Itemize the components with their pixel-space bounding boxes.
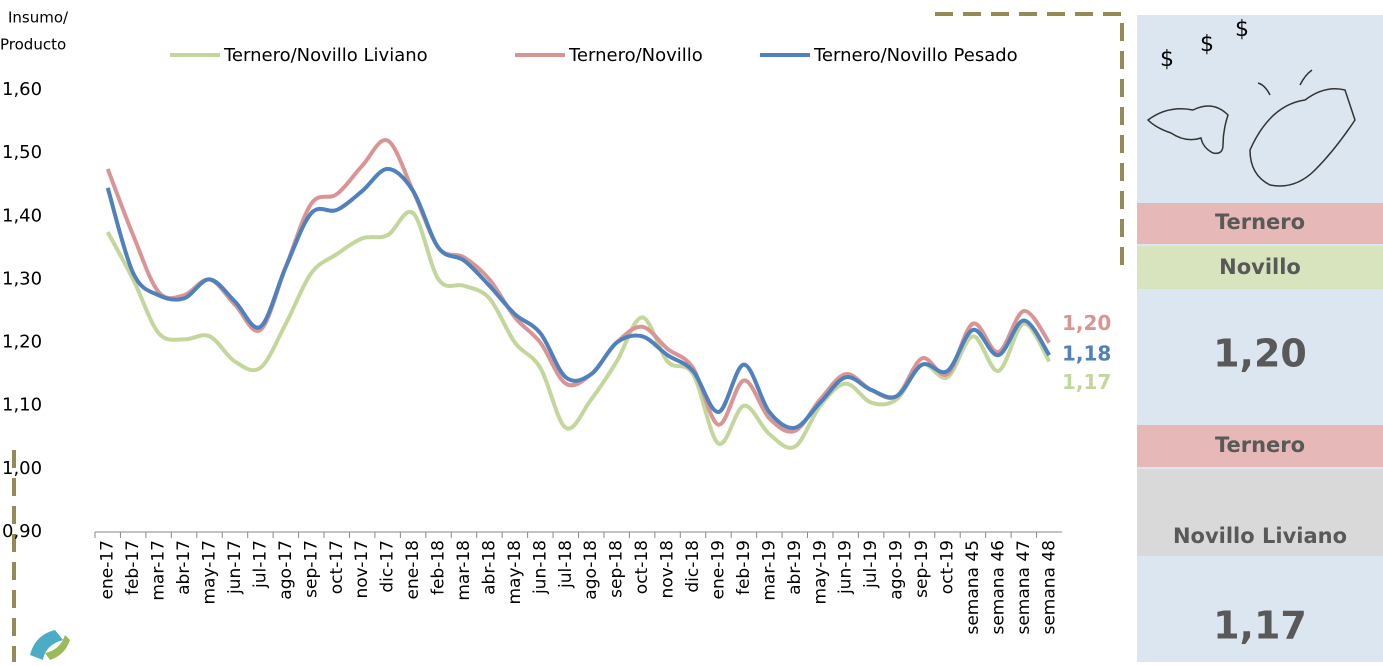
y-axis-label: Producto [0, 36, 66, 54]
value-label: 1,17 [1062, 370, 1111, 394]
legend-label: Ternero/Novillo Liviano [223, 45, 428, 66]
x-tick-label: mar-19 [759, 540, 779, 601]
x-tick-label: abr-18 [479, 540, 499, 595]
x-tick-label: semana 45 [963, 540, 983, 635]
x-tick-label: sep-19 [912, 540, 932, 598]
series-line [108, 212, 1050, 448]
y-tick-label: 1,00 [2, 458, 42, 479]
panel-label: Novillo [1219, 255, 1301, 279]
x-tick-label: dic-18 [683, 540, 703, 593]
chart: $ $ $ Insumo/ Producto Ternero Novillo 1,2… [0, 0, 1383, 662]
legend-label: Ternero/Novillo Pesado [813, 45, 1018, 66]
legend-label: Ternero/Novillo [568, 45, 703, 66]
y-tick-label: 0,90 [2, 521, 42, 542]
y-tick-label: 1,20 [2, 332, 42, 353]
x-tick-label: ene-19 [708, 540, 728, 599]
x-tick-label: jun-17 [225, 540, 245, 595]
x-tick-label: mar-18 [454, 540, 474, 601]
x-tick-label: jun-18 [530, 540, 550, 595]
x-tick-label: may-19 [810, 540, 830, 605]
x-tick-label: may-17 [200, 540, 220, 605]
x-tick-label: ago-19 [887, 540, 907, 600]
x-tick-label: sep-17 [301, 540, 321, 598]
x-tick-label: may-18 [505, 540, 525, 605]
x-tick-label: feb-17 [123, 540, 143, 595]
x-tick-label: ago-17 [276, 540, 296, 600]
y-tick-label: 1,10 [2, 395, 42, 416]
x-tick-label: nov-18 [658, 540, 678, 599]
x-tick-label: abr-19 [785, 540, 805, 595]
x-tick-label: dic-17 [378, 540, 398, 593]
value-label: 1,20 [1062, 311, 1111, 335]
panel-value: 1,20 [1213, 332, 1307, 376]
svg-text:$: $ [1200, 32, 1214, 57]
x-tick-label: semana 46 [988, 540, 1008, 635]
x-tick-label: jun-19 [836, 540, 856, 595]
series-line [108, 140, 1050, 432]
x-tick-label: semana 47 [1014, 540, 1034, 635]
x-tick-label: ene-17 [98, 540, 118, 599]
panel-label: Novillo Liviano [1173, 524, 1347, 548]
panel-label: Ternero [1215, 210, 1305, 234]
y-tick-label: 1,50 [2, 142, 42, 163]
y-tick-label: 1,60 [2, 79, 42, 100]
x-tick-label: oct-17 [327, 540, 347, 594]
x-tick-label: ene-18 [403, 540, 423, 599]
x-tick-label: jul-19 [861, 540, 881, 589]
series-line [108, 169, 1050, 428]
x-tick-label: jul-17 [250, 540, 270, 589]
x-tick-label: oct-19 [937, 540, 957, 594]
value-label: 1,18 [1062, 342, 1111, 366]
x-tick-label: semana 48 [1039, 540, 1059, 635]
x-tick-label: ago-18 [581, 540, 601, 600]
x-tick-label: feb-19 [734, 540, 754, 595]
panel-value: 1,17 [1213, 604, 1307, 648]
x-tick-label: sep-18 [607, 540, 627, 598]
svg-text:$: $ [1160, 47, 1174, 72]
panel-label: Ternero [1215, 433, 1305, 457]
x-tick-label: nov-17 [352, 540, 372, 599]
y-tick-label: 1,30 [2, 268, 42, 289]
y-tick-label: 1,40 [2, 205, 42, 226]
y-axis-label: Insumo/ [8, 9, 69, 27]
x-tick-label: feb-18 [429, 540, 449, 595]
svg-text:$: $ [1235, 17, 1249, 42]
x-tick-label: abr-17 [174, 540, 194, 595]
x-tick-label: jul-18 [556, 540, 576, 589]
x-tick-label: oct-18 [632, 540, 652, 594]
x-tick-label: mar-17 [149, 540, 169, 601]
